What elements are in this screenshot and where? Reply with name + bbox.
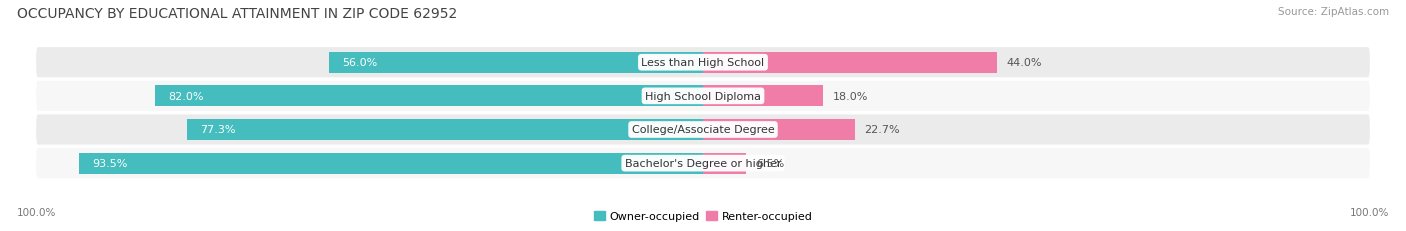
Text: 18.0%: 18.0% bbox=[834, 91, 869, 101]
Text: 82.0%: 82.0% bbox=[169, 91, 204, 101]
Bar bbox=[703, 120, 855, 140]
Text: 93.5%: 93.5% bbox=[91, 158, 128, 168]
Text: 56.0%: 56.0% bbox=[342, 58, 378, 68]
Legend: Owner-occupied, Renter-occupied: Owner-occupied, Renter-occupied bbox=[589, 206, 817, 225]
Text: High School Diploma: High School Diploma bbox=[645, 91, 761, 101]
Text: 22.7%: 22.7% bbox=[865, 125, 900, 135]
FancyBboxPatch shape bbox=[35, 80, 1371, 112]
Text: College/Associate Degree: College/Associate Degree bbox=[631, 125, 775, 135]
Text: Bachelor's Degree or higher: Bachelor's Degree or higher bbox=[624, 158, 782, 168]
Text: 100.0%: 100.0% bbox=[17, 207, 56, 217]
Text: Less than High School: Less than High School bbox=[641, 58, 765, 68]
Text: OCCUPANCY BY EDUCATIONAL ATTAINMENT IN ZIP CODE 62952: OCCUPANCY BY EDUCATIONAL ATTAINMENT IN Z… bbox=[17, 7, 457, 21]
FancyBboxPatch shape bbox=[35, 47, 1371, 79]
Text: 44.0%: 44.0% bbox=[1007, 58, 1042, 68]
Bar bbox=[155, 86, 703, 107]
Text: Source: ZipAtlas.com: Source: ZipAtlas.com bbox=[1278, 7, 1389, 17]
Text: 6.5%: 6.5% bbox=[756, 158, 785, 168]
Bar bbox=[703, 153, 747, 174]
Bar bbox=[79, 153, 703, 174]
Bar bbox=[703, 86, 823, 107]
Text: 77.3%: 77.3% bbox=[200, 125, 236, 135]
Text: 100.0%: 100.0% bbox=[1350, 207, 1389, 217]
Bar bbox=[703, 53, 997, 73]
FancyBboxPatch shape bbox=[35, 147, 1371, 179]
Bar bbox=[329, 53, 703, 73]
FancyBboxPatch shape bbox=[35, 114, 1371, 146]
Bar bbox=[187, 120, 703, 140]
